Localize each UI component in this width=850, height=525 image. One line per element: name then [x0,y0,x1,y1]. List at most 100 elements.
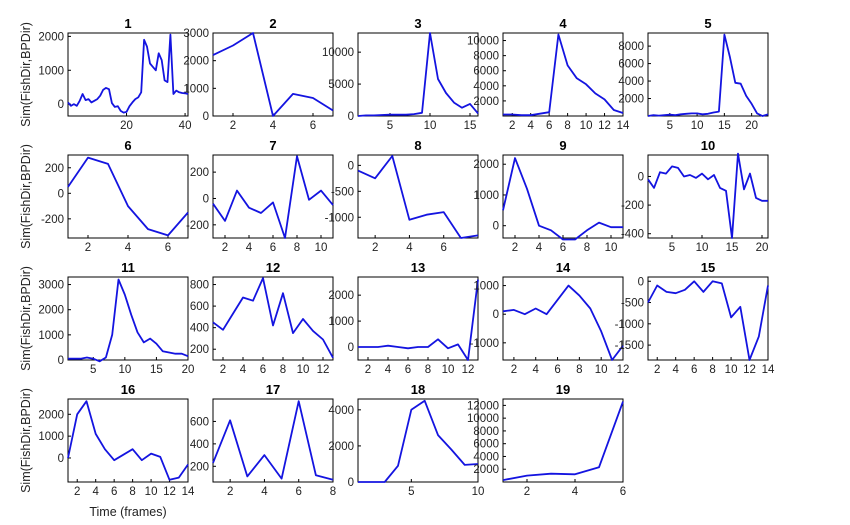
y-tick-label: 2000 [38,409,64,421]
x-tick-label: 12 [317,364,330,376]
series-line [358,279,479,361]
y-tick-label: 8000 [473,51,499,63]
x-tick-label: 8 [129,486,135,498]
subplot-title: 15 [701,260,715,275]
series-line [357,155,479,239]
subplot-2: 2 2 4 6 0 1000 2000 3000 [183,16,334,132]
y-tick-label: 0 [348,111,354,123]
y-tick-label: 200 [190,461,209,473]
y-tick-label: 6000 [618,59,644,71]
y-tick-label: 10000 [467,413,499,425]
x-tick-label: 20 [120,120,133,132]
y-tick-label: 4000 [328,405,354,417]
y-tick-label: 8000 [473,426,499,438]
x-tick-label: 5 [90,364,96,376]
x-tick-label: 20 [745,120,758,132]
subplot-title: 13 [411,260,425,275]
y-axis-label-row-2: Sim(FishDir,BPDir) [19,144,33,249]
series-line [212,400,334,481]
y-tick-label: 1000 [183,83,209,95]
x-tick-label: 4 [240,364,247,376]
subplot-frame [67,276,189,361]
subplot-7: 7 2 4 6 8 10 -200 0 200 [186,138,334,254]
y-tick-label: 1000 [38,431,64,443]
x-tick-label: 8 [709,364,715,376]
x-tick-label: 6 [554,364,560,376]
x-tick-label: 4 [533,364,540,376]
x-tick-label: 14 [182,486,195,498]
x-tick-label: 5 [408,486,414,498]
y-tick-label: 10000 [467,36,499,48]
series-line [212,277,334,359]
x-tick-label: 10 [580,120,593,132]
subplot-title: 12 [266,260,280,275]
series-line [67,33,189,114]
subplot-8: 8 2 4 6 -1000 -500 0 [325,138,479,254]
subplot-frame [357,398,479,483]
y-tick-label: -200 [186,220,209,232]
x-tick-label: 12 [617,364,630,376]
x-tick-label: 2 [85,242,91,254]
x-tick-label: 40 [179,120,192,132]
x-tick-label: 6 [560,242,566,254]
subplot-frame [212,32,334,117]
y-tick-label: 2000 [183,56,209,68]
y-axis-label-row-4: Sim(FishDir,BPDir) [19,388,33,493]
subplot-frame [212,398,334,483]
subplot-title: 5 [704,16,711,31]
y-tick-label: 8000 [618,41,644,53]
subplot-title: 11 [121,260,135,275]
y-tick-label: 2000 [618,94,644,106]
subplot-title: 16 [121,382,135,397]
y-tick-label: 0 [493,221,499,233]
subplot-title: 2 [269,16,276,31]
y-tick-label: 0 [348,477,354,489]
y-tick-label: 0 [58,188,64,200]
x-tick-label: 14 [617,120,630,132]
subplot-frame [647,154,769,239]
x-tick-label: 14 [762,364,775,376]
y-axis-label-row-1: Sim(FishDir,BPDir) [19,22,33,127]
subplot-title: 3 [414,16,421,31]
x-tick-label: 2 [512,242,518,254]
subplot-12: 12 2 4 6 8 10 12 200 400 600 800 [190,260,334,376]
y-tick-label: 1000 [473,190,499,202]
subplot-13: 13 2 4 6 8 10 12 0 1000 2000 [328,260,479,376]
y-tick-label: 2000 [473,159,499,171]
subplot-title: 10 [701,138,715,153]
x-tick-label: 4 [125,242,132,254]
y-tick-label: 200 [190,344,209,356]
subplot-title: 19 [556,382,570,397]
x-tick-label: 2 [222,242,228,254]
y-tick-label: 1000 [473,281,499,293]
y-tick-label: 3000 [38,280,64,292]
y-tick-label: 6000 [473,66,499,78]
y-tick-label: 3000 [183,28,209,40]
y-tick-label: 1000 [38,330,64,342]
subplot-17: 17 2 4 6 8 200 400 600 [190,382,336,498]
x-tick-label: 12 [163,486,176,498]
y-tick-label: 10000 [322,47,354,59]
subplot-frame [212,276,334,361]
y-tick-label: 0 [58,355,64,367]
subplot-title: 14 [556,260,571,275]
subplot-title: 7 [269,138,276,153]
y-tick-label: 600 [190,301,209,313]
x-tick-label: 2 [524,486,530,498]
subplot-frame [357,154,479,239]
x-tick-label: 8 [576,364,582,376]
y-tick-label: -500 [331,186,354,198]
x-tick-label: 10 [472,486,485,498]
subplot-frame [357,32,479,117]
x-tick-label: 15 [726,242,739,254]
x-tick-label: 2 [654,364,660,376]
subplot-1: 1 20 40 0 1000 2000 [38,16,191,132]
y-tick-label: 0 [638,276,644,288]
y-tick-label: 1000 [328,316,354,328]
x-tick-label: 10 [696,242,709,254]
x-tick-label: 8 [564,120,570,132]
y-tick-label: 0 [348,342,354,354]
subplot-10: 10 5 10 15 20 -400 -200 0 [621,138,769,254]
y-tick-label: -1000 [325,212,354,224]
